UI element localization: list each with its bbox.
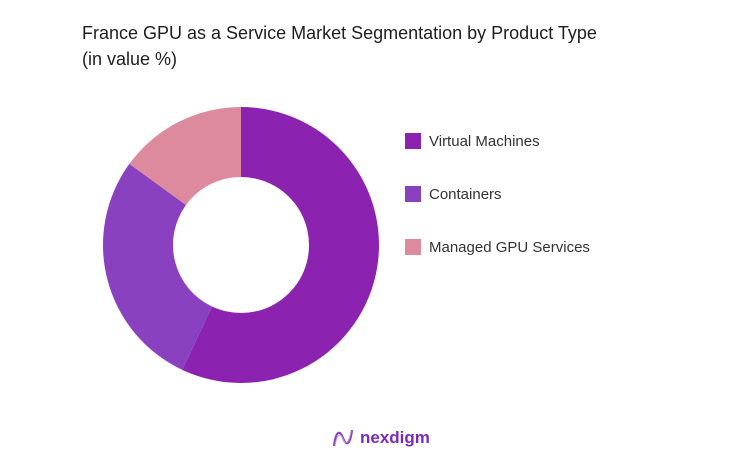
legend-label: Virtual Machines [429, 132, 540, 150]
legend-swatch [405, 239, 421, 255]
legend-item: Managed GPU Services [405, 237, 590, 257]
legend-item: Virtual Machines [405, 131, 590, 151]
legend-label: Containers [429, 185, 502, 203]
slice-containers [103, 163, 213, 370]
slice-managed-gpu-services [129, 107, 241, 206]
legend: Virtual Machines Containers Managed GPU Se… [405, 131, 590, 290]
chart-title: France GPU as a Service Market Segmentat… [82, 20, 722, 72]
legend-label: Managed GPU Services [429, 238, 590, 256]
subtitle-text: (in value %) [82, 49, 178, 69]
slice-virtual-machines [182, 107, 379, 383]
legend-swatch [405, 133, 421, 149]
legend-swatch [405, 186, 421, 202]
legend-item: Containers [405, 184, 590, 204]
brand-name: nexdigm [360, 428, 430, 447]
title-text: France GPU as a Service Market Segmentat… [82, 23, 597, 43]
nexdigm-logo: nexdigm [332, 428, 430, 448]
nexdigm-logo-icon [332, 429, 354, 447]
